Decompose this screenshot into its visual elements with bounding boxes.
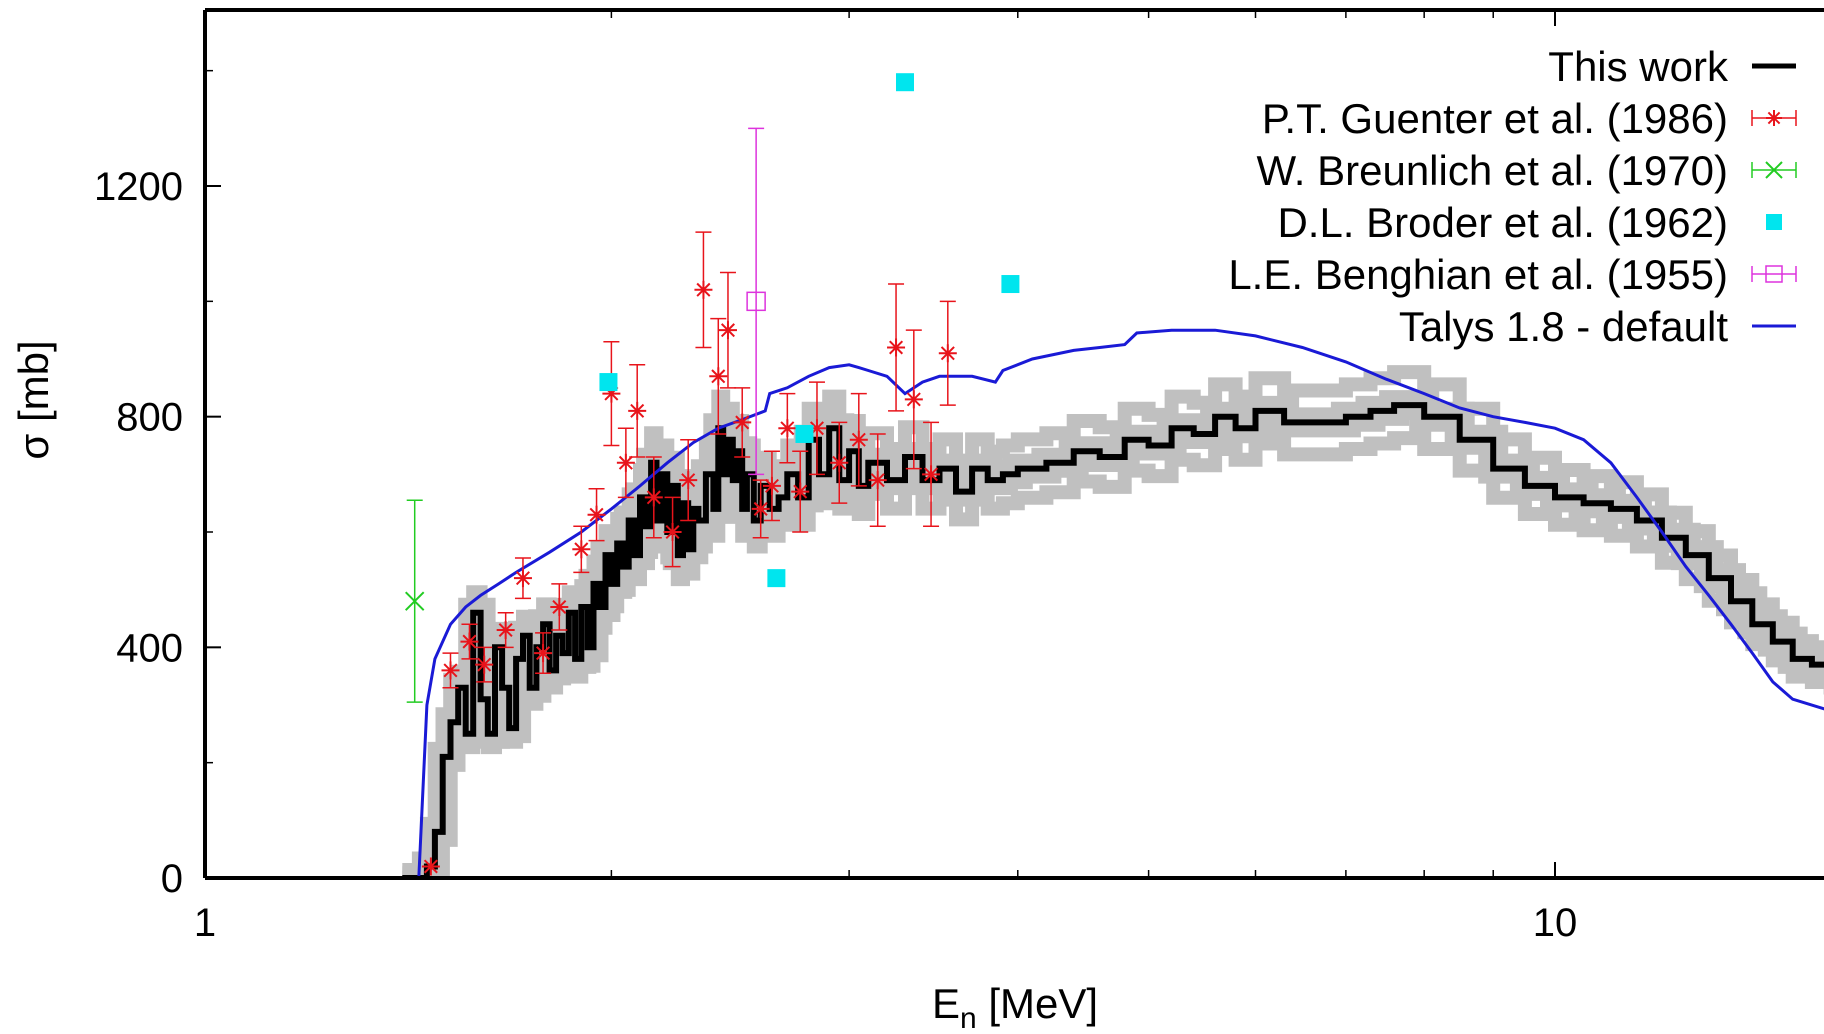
y-tick-label-2: 800 [116,396,183,440]
this-work-line [402,402,1824,878]
broder-point-1 [767,569,786,588]
guenter-point-29-star-d2 [906,392,921,407]
legend-swatch-2-x-d2 [1765,161,1783,179]
talys-curve [417,328,1824,878]
legend-swatches [1751,63,1797,328]
guenter-point-9-star-d2 [589,507,604,522]
guenter-point-28-star-d2 [889,340,904,355]
guenter-point-26-star-d2 [851,432,866,447]
x-tick-label-1: 10 [1533,901,1578,945]
guenter-point-11-star-d2 [618,455,633,470]
guenter-point-6-star-d2 [536,646,551,661]
guenter-point-4-star-d2 [498,623,513,638]
broder-point-0 [599,373,618,392]
x-axis-label: En [MeV] [932,980,1098,1034]
guenter-point-15-star-d2 [681,473,696,488]
broder-point-3 [895,73,914,92]
guenter-point-0-star-d2 [423,859,438,874]
guenter-point-21-star-d2 [764,478,779,493]
breunlich-series [404,499,425,703]
guenter-point-19-star-d2 [735,415,750,430]
guenter-point-16-star-d2 [696,282,711,297]
guenter-point-25-star-d2 [832,455,847,470]
benghian-point-0-marker [746,291,766,312]
legend-label-talys: Talys 1.8 - default [1399,303,1729,350]
y-tick-label-3: 1200 [94,165,183,209]
breunlich-point-0-x-d2 [404,591,425,611]
legend-label-broder: D.L. Broder et al. (1962) [1277,199,1728,246]
guenter-point-23-star-d2 [793,484,808,499]
legend-label-this-work: This work [1548,43,1729,90]
guenter-point-5-star-d2 [515,571,530,586]
legend-swatch-3 [1766,214,1782,230]
guenter-point-7-star-d2 [552,599,567,614]
plot-area [402,73,1824,878]
guenter-point-30-star-d2 [924,467,939,482]
y-axis-label: σ [mb] [10,340,57,459]
guenter-point-17-star-d2 [711,369,726,384]
y-tick-label-1: 400 [116,626,183,670]
guenter-point-14-star-d2 [665,524,680,540]
legend-label-breunlich: W. Breunlich et al. (1970) [1256,147,1728,194]
broder-point-2 [795,424,814,443]
legend-swatch-1-star-d2 [1767,111,1781,125]
broder-point-4 [1001,275,1020,294]
tick-labels: 0 400 800 1200 1 10 [94,165,1577,945]
legend-label-guenter: P.T. Guenter et al. (1986) [1262,95,1728,142]
x-axis-label-unit: [MeV] [977,980,1098,1027]
axes [203,8,1824,880]
guenter-point-3-star-d2 [477,657,492,672]
legend-label-benghian: L.E. Benghian et al. (1955) [1228,251,1728,298]
guenter-point-2-star-d2 [462,634,477,649]
guenter-point-8-star-d2 [574,542,589,557]
guenter-point-31-star-d2 [940,346,955,361]
guenter-point-20-star-d2 [753,501,768,516]
x-axis-label-main: E [932,980,960,1027]
guenter-point-1-star-d2 [443,663,458,678]
guenter-point-18-star-d2 [720,323,735,338]
legend-swatch-4-marker [1765,265,1783,283]
x-axis-label-subscript: n [960,1002,977,1034]
guenter-series [421,231,957,876]
legend: This work P.T. Guenter et al. (1986) W. … [1228,43,1797,350]
guenter-point-13-star-d2 [646,490,661,505]
x-tick-label-0: 1 [194,901,216,945]
benghian-series [746,127,766,476]
broder-series [599,73,1020,588]
guenter-point-27-star-d2 [870,473,885,488]
guenter-point-12-star-d2 [630,403,645,418]
y-tick-label-0: 0 [161,857,183,901]
guenter-point-22-star-d2 [780,421,795,436]
